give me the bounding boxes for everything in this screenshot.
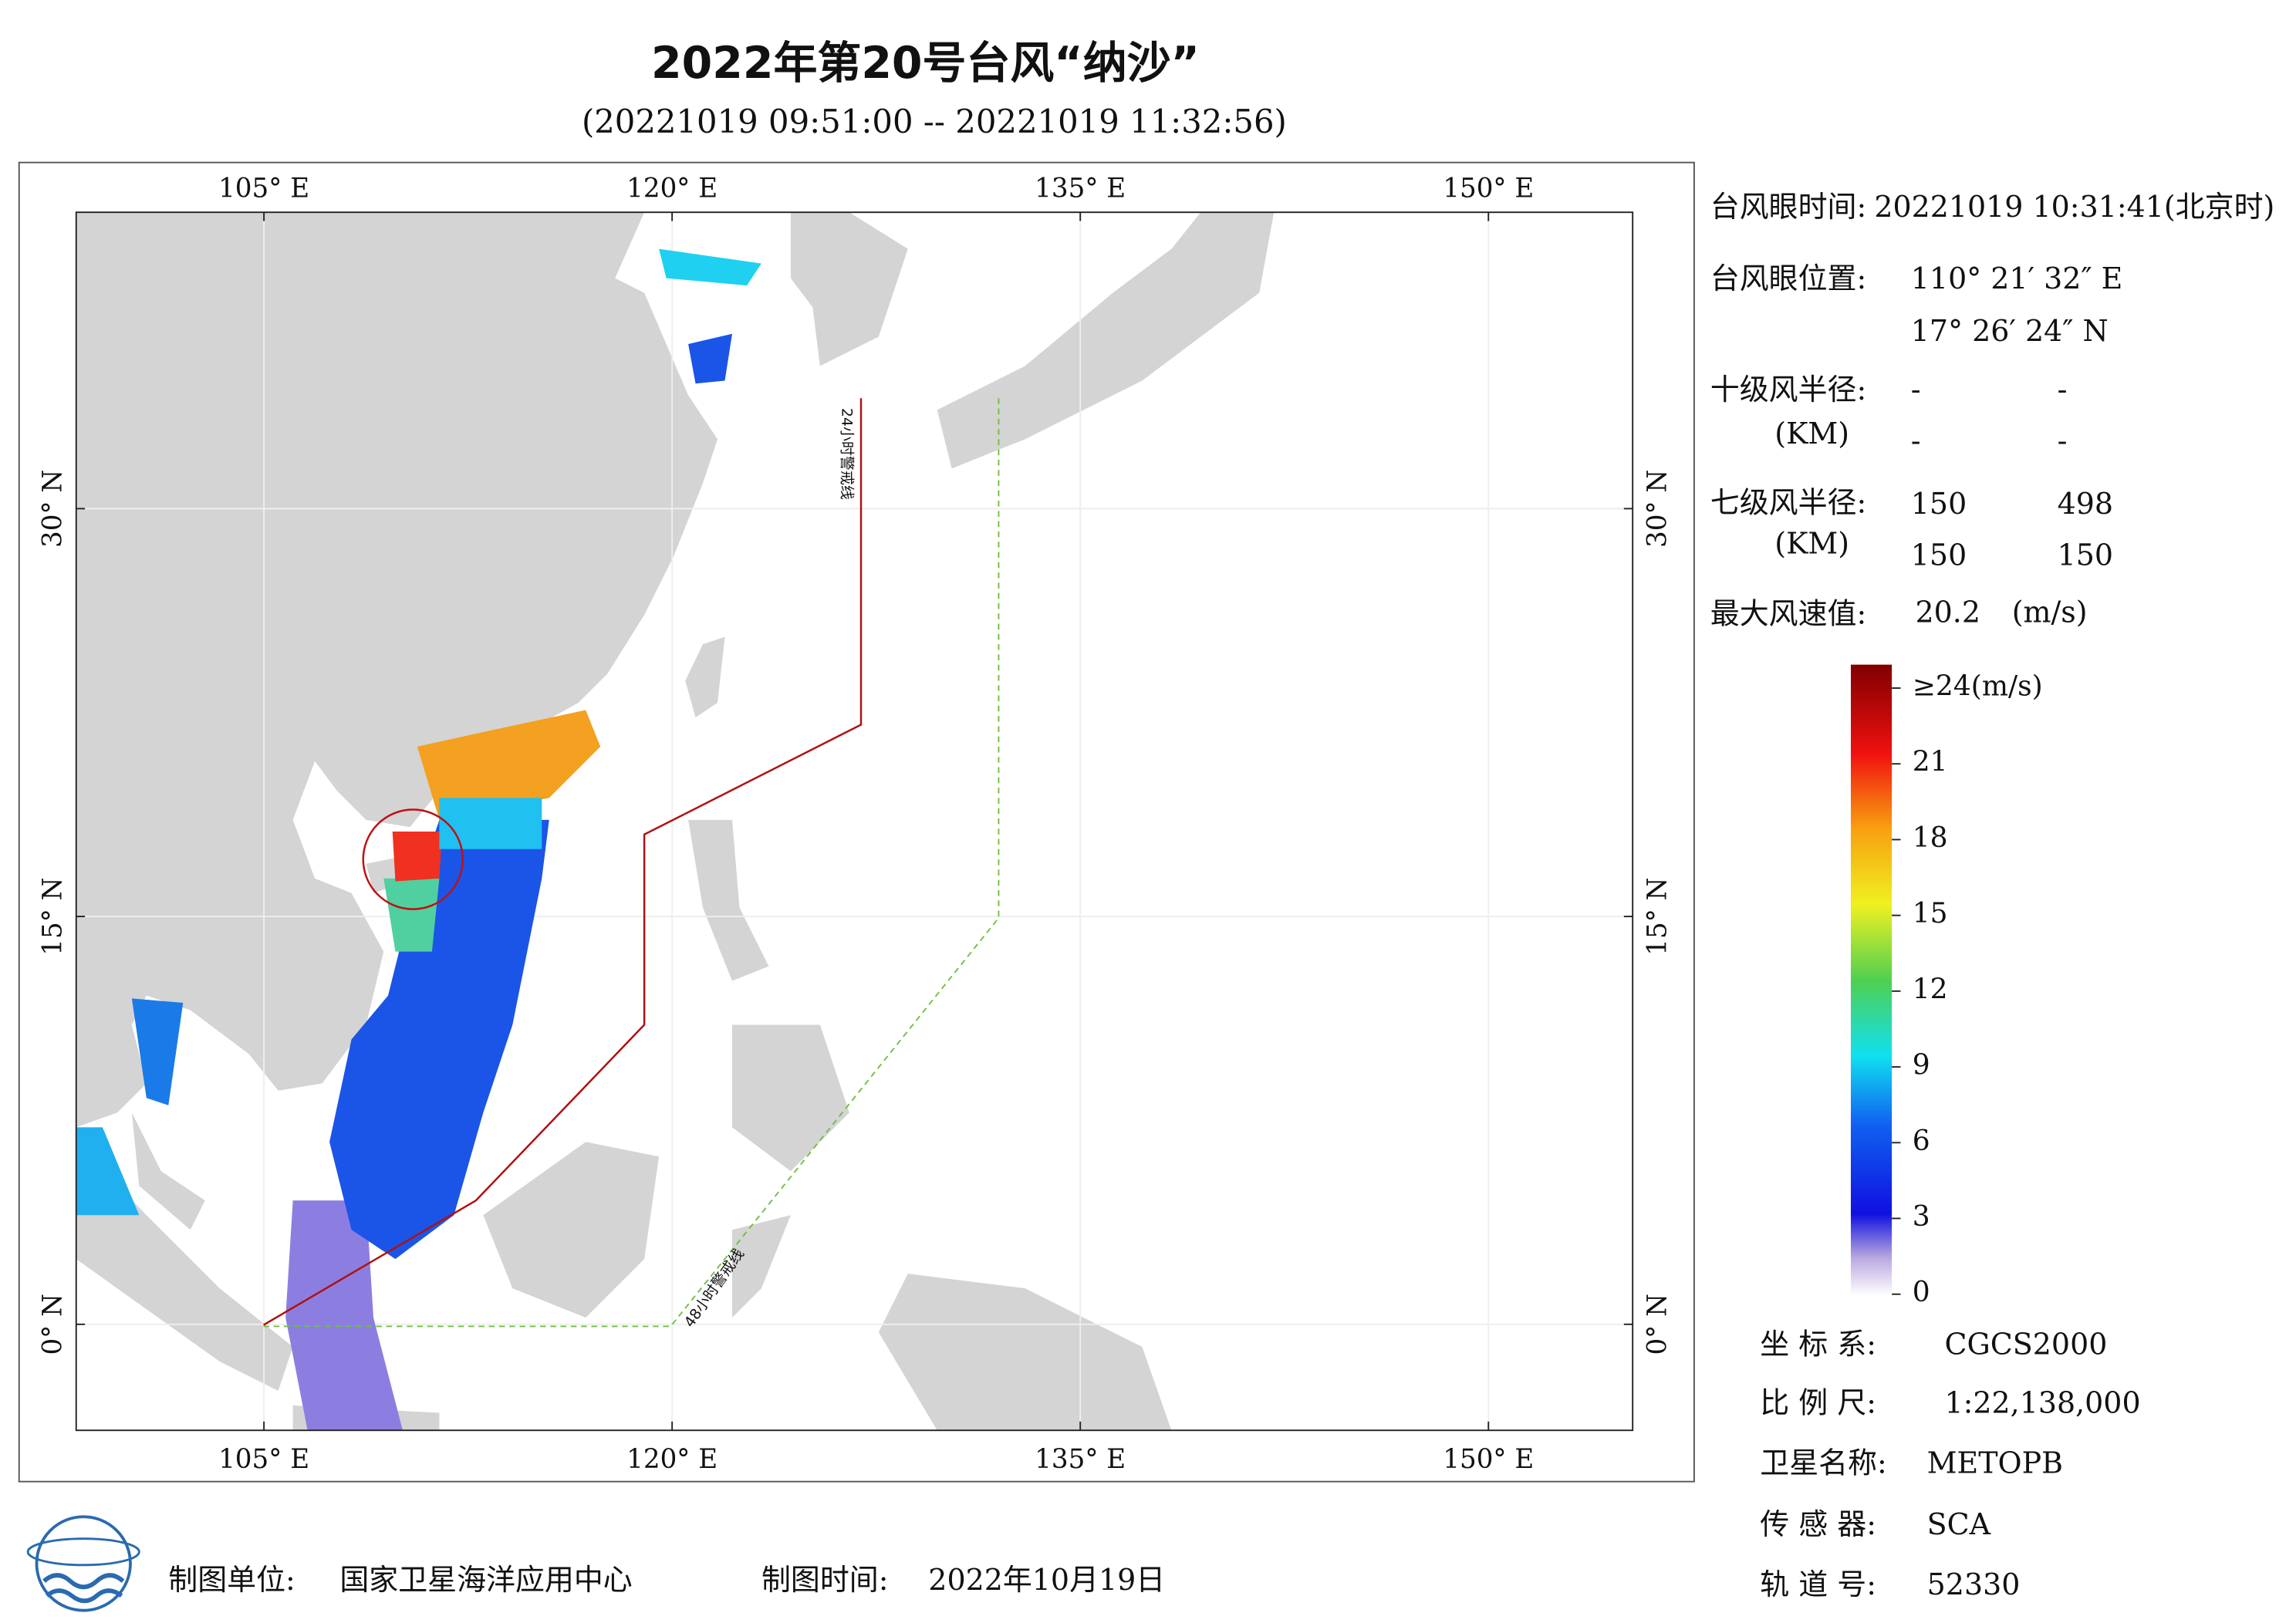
label: 最大风速值: xyxy=(1710,597,1866,631)
label: 制图单位: xyxy=(168,1563,295,1597)
y-tick-label: 0° N xyxy=(37,1294,68,1355)
y-tick-label: 15° N xyxy=(37,877,68,955)
warning-label: 24小时警戒线 xyxy=(839,408,856,500)
value: 150 xyxy=(1911,487,1967,521)
value: 110° 21′ 32″ E xyxy=(1911,262,2123,295)
label: 台风眼位置: xyxy=(1710,262,1866,295)
wind-field xyxy=(285,1200,403,1431)
x-tick-label: 120° E xyxy=(626,174,718,204)
value: - xyxy=(2058,424,2068,458)
warning-line-48h xyxy=(263,398,1000,1328)
colorbar-label: 15 xyxy=(1913,897,1948,930)
value: - xyxy=(2058,373,2068,407)
value: 17° 26′ 24″ N xyxy=(1911,314,2109,348)
value: 498 xyxy=(2058,487,2113,521)
value: SCA xyxy=(1927,1507,1991,1541)
value: CGCS2000 xyxy=(1944,1328,2107,1361)
x-tick-label: 105° E xyxy=(218,1444,309,1475)
value: 20221019 10:31:41(北京时) xyxy=(1874,190,2274,224)
x-tick-label: 135° E xyxy=(1035,174,1126,204)
colorbar-label: ≥24(m/s) xyxy=(1913,670,2043,703)
meta-panel: 坐 标 系: CGCS2000 比 例 尺: 1:22,138,000 卫星名称… xyxy=(1760,1328,2140,1601)
wind-field xyxy=(417,710,601,820)
x-tick-label: 135° E xyxy=(1035,1444,1126,1475)
value: 1:22,138,000 xyxy=(1944,1385,2140,1419)
value: 国家卫星海洋应用中心 xyxy=(339,1563,632,1597)
value: 150 xyxy=(2058,538,2113,572)
wind-field xyxy=(659,248,761,286)
value: - xyxy=(1911,424,1921,458)
x-tick-label: 120° E xyxy=(626,1444,718,1475)
x-tick-label: 150° E xyxy=(1443,174,1534,204)
wind-field xyxy=(76,1127,140,1216)
label: 台风眼时间: xyxy=(1710,190,1866,224)
label: 轨 道 号: xyxy=(1760,1567,1876,1601)
label: 制图时间: xyxy=(761,1563,889,1597)
value: - xyxy=(1911,373,1921,407)
map-content: 24小时警戒线 48小时警戒线 xyxy=(76,212,1633,1431)
colorbar xyxy=(1850,664,1893,1296)
colorbar-label: 3 xyxy=(1913,1200,1930,1233)
colorbar-label: 9 xyxy=(1913,1049,1930,1081)
x-tick-label: 150° E xyxy=(1443,1444,1534,1475)
land xyxy=(76,212,1275,1431)
colorbar-label: 6 xyxy=(1913,1125,1930,1157)
label: 坐 标 系: xyxy=(1760,1328,1876,1361)
wind-field xyxy=(383,878,440,952)
colorbar-label: 21 xyxy=(1913,746,1948,778)
title: 2022年第20号台风“纳沙” xyxy=(651,38,1200,89)
unit: (KM) xyxy=(1774,526,1849,560)
warning-line-24h xyxy=(263,398,863,1326)
wind-field xyxy=(439,798,542,849)
subtitle: (20221019 09:51:00 -- 20221019 11:32:56) xyxy=(582,103,1287,140)
wind-radius xyxy=(362,808,464,910)
wind-field xyxy=(688,333,732,384)
label: 传 感 器: xyxy=(1760,1507,1876,1541)
y-tick-label: 30° N xyxy=(1642,470,1673,548)
unit: (m/s) xyxy=(2012,596,2088,629)
value: 150 xyxy=(1911,538,1967,572)
logo xyxy=(26,1515,140,1612)
map-border xyxy=(75,211,1634,1432)
y-tick-label: 0° N xyxy=(1642,1294,1673,1355)
unit: (KM) xyxy=(1774,417,1849,450)
wind-field xyxy=(392,832,443,882)
value: 20.2 xyxy=(1915,596,1980,629)
colorbar-label: 12 xyxy=(1913,973,1948,1005)
map-frame xyxy=(18,161,1695,1483)
value: 2022年10月19日 xyxy=(928,1563,1165,1597)
value: METOPB xyxy=(1927,1446,2063,1480)
colorbar-label: 18 xyxy=(1913,822,1948,854)
wind-field xyxy=(329,819,549,1260)
y-tick-label: 30° N xyxy=(37,470,68,548)
label: 比 例 尺: xyxy=(1760,1385,1876,1419)
wind-field xyxy=(131,998,184,1105)
colorbar-label: 0 xyxy=(1913,1276,1930,1308)
label: 卫星名称: xyxy=(1760,1446,1887,1480)
value: 52330 xyxy=(1927,1567,2021,1601)
x-tick-label: 105° E xyxy=(218,174,309,204)
label: 十级风半径: xyxy=(1710,373,1866,407)
label: 七级风半径: xyxy=(1710,485,1866,519)
info-panel: 台风眼时间: 20221019 10:31:41(北京时) 台风眼位置: 110… xyxy=(1710,190,2275,631)
y-tick-label: 15° N xyxy=(1642,877,1673,955)
